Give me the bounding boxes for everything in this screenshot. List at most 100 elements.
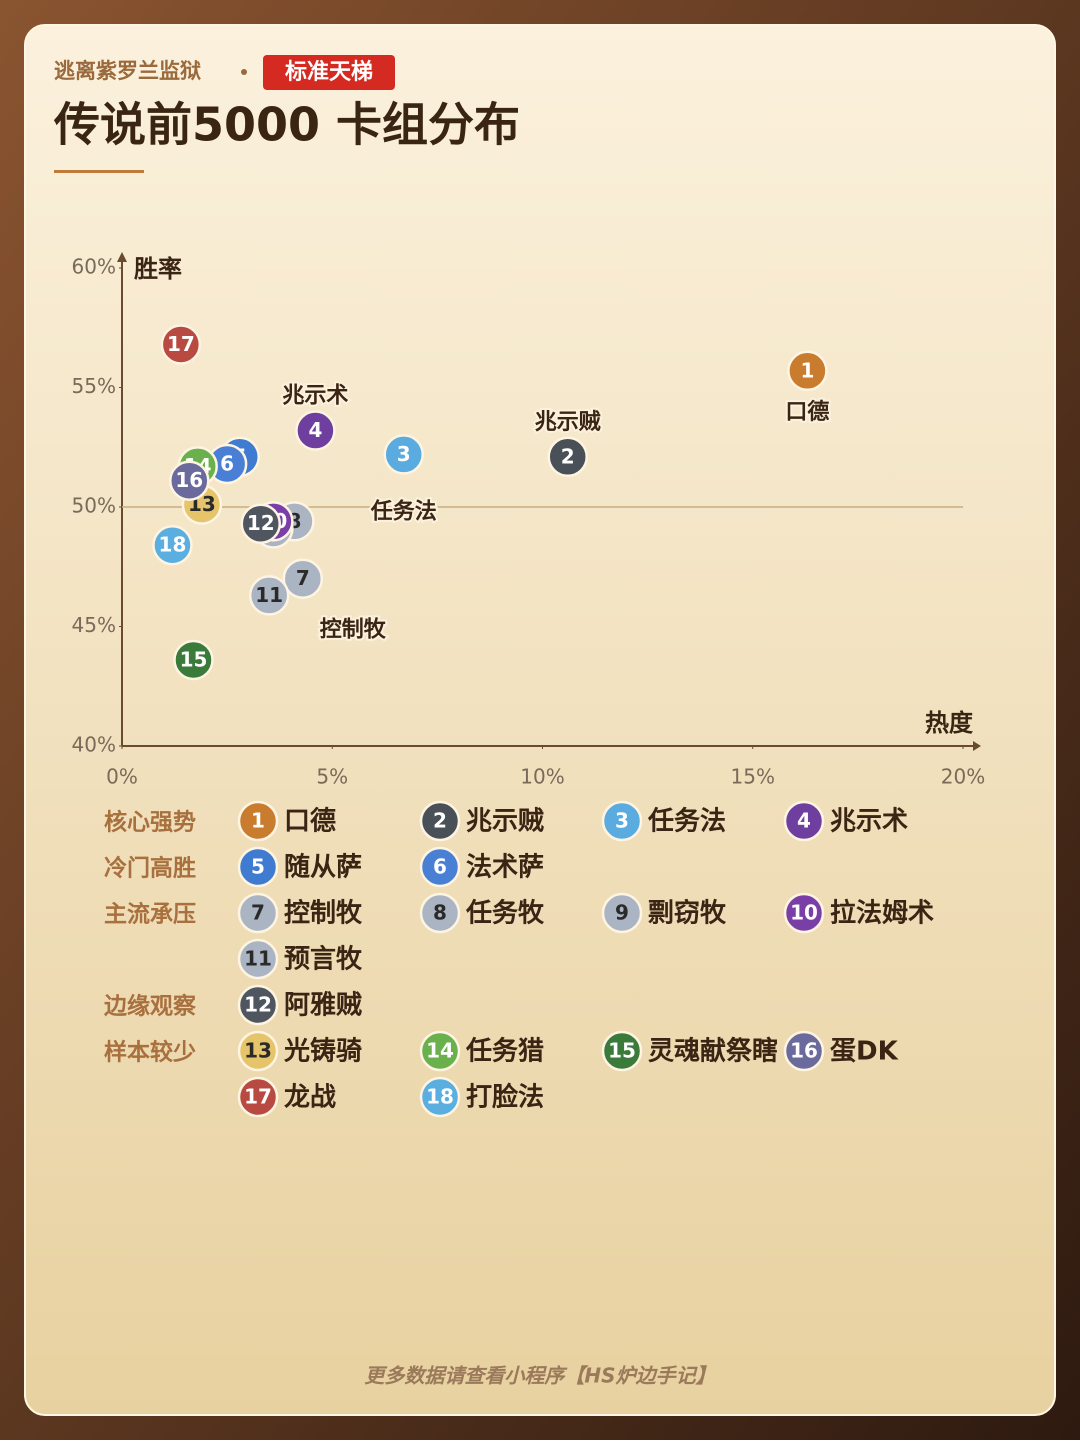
legend-number: 16 <box>790 1039 818 1063</box>
point-label: 17 <box>167 332 195 356</box>
legend-group: 边缘观察 <box>104 993 197 1020</box>
source: 逃离紫罗兰监狱 <box>54 59 201 83</box>
x-tick-label: 0% <box>106 765 138 789</box>
legend-label: 剽窃牧 <box>648 898 727 929</box>
legend-label: 龙战 <box>284 1083 336 1113</box>
point-callout: 兆示贼 <box>535 410 601 435</box>
x-arrow <box>973 741 981 751</box>
legend-label: 光铸骑 <box>283 1037 362 1067</box>
legend-number: 11 <box>244 947 272 971</box>
legend-swatch <box>237 846 279 888</box>
point <box>173 639 214 681</box>
legend-group: 核心强势 <box>104 809 196 836</box>
badge: 标准天梯 <box>285 59 373 85</box>
legend-label: 兆示术 <box>830 807 908 837</box>
legend-number: 7 <box>251 901 265 925</box>
legend-group: 冷门高胜 <box>104 855 196 882</box>
point-callout: 控制牧 <box>320 617 387 643</box>
separator <box>241 69 247 75</box>
point-label: 4 <box>308 418 322 442</box>
x-axis-label: 热度 <box>925 709 974 737</box>
legend-swatch <box>419 1076 461 1118</box>
point-label: 6 <box>220 451 234 475</box>
legend-swatch <box>783 892 825 934</box>
point <box>152 524 193 566</box>
legend-label: 兆示贼 <box>466 807 544 837</box>
legend-swatch <box>601 892 643 934</box>
card <box>24 24 1056 1416</box>
y-axis-label: 胜率 <box>134 255 182 283</box>
y-arrow <box>117 252 127 262</box>
legend-number: 3 <box>615 809 629 833</box>
legend-number: 8 <box>433 901 447 925</box>
point-label: 7 <box>296 566 310 590</box>
badge-bg <box>263 55 395 90</box>
legend-number: 1 <box>251 809 265 833</box>
point-label: 11 <box>255 583 283 607</box>
legend-swatch <box>419 1030 461 1072</box>
legend-label: 任务法 <box>647 807 726 837</box>
point-callout: 任务法 <box>370 498 437 524</box>
legend-swatch <box>237 1030 279 1072</box>
point <box>282 558 324 599</box>
x-tick-label: 10% <box>520 765 564 789</box>
legend-swatch <box>237 938 279 980</box>
legend-label: 任务牧 <box>465 899 545 929</box>
legend-label: 蛋DK <box>830 1037 899 1067</box>
legend-number: 6 <box>433 855 447 879</box>
legend-swatch <box>237 984 279 1026</box>
legend-number: 5 <box>251 855 265 879</box>
legend-swatch <box>601 1030 643 1072</box>
legend-swatch <box>783 1030 825 1072</box>
point <box>169 460 210 501</box>
legend-label: 预言牧 <box>284 945 363 975</box>
point-label: 15 <box>180 647 208 671</box>
legend-number: 18 <box>426 1085 454 1109</box>
point <box>160 324 202 365</box>
legend-label: 任务猎 <box>465 1037 544 1067</box>
legend-swatch <box>601 800 643 842</box>
legend-label: 控制牧 <box>284 899 363 929</box>
legend-label: 口德 <box>284 807 336 837</box>
legend-swatch <box>419 892 461 934</box>
legend-number: 14 <box>426 1039 454 1063</box>
legend-swatch <box>783 800 825 842</box>
x-tick-label: 5% <box>316 765 348 789</box>
legend-label: 拉法姆术 <box>830 898 934 929</box>
legend-swatch <box>237 800 279 842</box>
legend-group: 样本较少 <box>104 1039 196 1066</box>
point-label: 1 <box>800 358 814 382</box>
x-tick-label: 20% <box>941 765 985 789</box>
legend-label: 打脸法 <box>466 1082 544 1113</box>
point <box>248 575 290 616</box>
point-callout: 口德 <box>785 399 829 425</box>
y-tick-label: 55% <box>72 374 116 398</box>
legend-number: 13 <box>244 1039 272 1063</box>
y-tick-label: 60% <box>72 255 116 279</box>
legend-number: 17 <box>244 1085 272 1109</box>
point-label: 12 <box>247 511 275 535</box>
legend-number: 12 <box>244 993 272 1017</box>
legend-number: 9 <box>615 901 629 925</box>
footer: 更多数据请查看小程序【HS炉边手记】 <box>364 1364 715 1388</box>
point-label: 3 <box>397 442 411 466</box>
legend-number: 2 <box>433 809 447 833</box>
point-label: 16 <box>175 468 203 492</box>
y-tick-label: 40% <box>72 733 116 757</box>
legend-swatch <box>237 892 279 934</box>
legend-label: 法术萨 <box>466 853 544 883</box>
point <box>383 434 424 475</box>
point-label: 2 <box>561 444 575 468</box>
legend-swatch <box>419 800 461 842</box>
legend-label: 随从萨 <box>284 852 362 883</box>
legend-number: 10 <box>790 901 818 925</box>
x-tick-label: 15% <box>731 765 775 789</box>
title-rule <box>54 170 144 173</box>
point-callout: 兆示术 <box>282 384 348 409</box>
point <box>547 436 588 478</box>
legend-label: 阿雅贼 <box>284 991 362 1021</box>
legend-group: 主流承压 <box>104 901 196 928</box>
legend-swatch <box>419 846 461 888</box>
